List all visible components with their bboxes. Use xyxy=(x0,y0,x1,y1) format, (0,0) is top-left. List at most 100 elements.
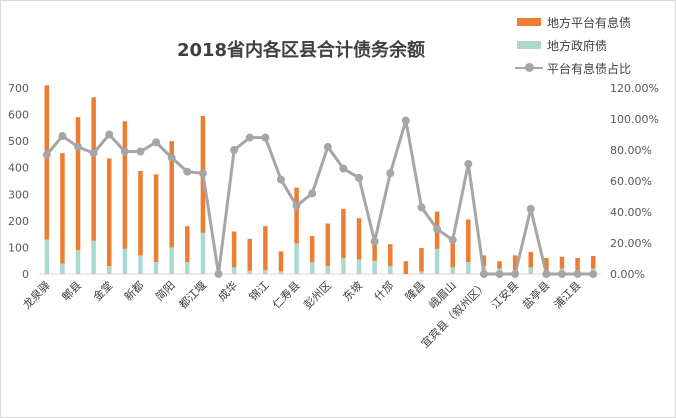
marker-platform-ratio xyxy=(401,116,410,125)
marker-platform-ratio xyxy=(105,130,114,139)
bar-platform-debt xyxy=(372,243,377,261)
bar-platform-debt xyxy=(185,226,190,263)
bar-platform-debt xyxy=(544,258,549,272)
y-right-tick-label: 120.00% xyxy=(610,82,659,95)
legend-label: 平台有息债占比 xyxy=(547,62,632,76)
bar-platform-debt xyxy=(481,255,487,267)
marker-platform-ratio xyxy=(42,150,51,159)
x-tick-label: 隆昌 xyxy=(402,278,427,303)
bar-government-debt xyxy=(341,258,346,274)
bar-government-debt xyxy=(528,267,533,274)
bar-platform-debt xyxy=(231,231,237,268)
marker-platform-ratio xyxy=(245,133,254,142)
marker-platform-ratio xyxy=(292,201,301,210)
y-left-tick-label: 0 xyxy=(22,268,29,281)
legend: 地方平台有息债 地方政府债 平台有息债占比 xyxy=(507,11,673,80)
y-left-tick-label: 600 xyxy=(8,109,29,122)
legend-item-government-debt: 地方政府债 xyxy=(507,34,673,57)
bar-government-debt xyxy=(325,266,331,274)
marker-platform-ratio xyxy=(136,147,145,156)
bar-government-debt xyxy=(91,240,96,274)
legend-item-platform-debt: 地方平台有息债 xyxy=(507,11,673,34)
y-right-tick-label: 40.00% xyxy=(610,206,652,219)
x-tick-label: 金堂 xyxy=(90,278,115,303)
bar-government-debt xyxy=(278,271,284,274)
bar-platform-debt xyxy=(309,236,315,263)
x-tick-label: 盐亭县 xyxy=(519,278,552,311)
y-left-tick-label: 700 xyxy=(8,82,29,95)
marker-platform-ratio xyxy=(167,153,176,162)
marker-platform-ratio xyxy=(448,235,457,244)
x-tick-label: 都江堰 xyxy=(177,279,210,312)
bar-platform-debt xyxy=(403,261,409,274)
bar-platform-debt xyxy=(278,251,284,272)
marker-platform-ratio xyxy=(261,133,270,142)
y-right-tick-label: 60.00% xyxy=(610,175,652,188)
bar-platform-debt xyxy=(466,219,471,263)
bar-platform-debt xyxy=(419,247,424,272)
marker-platform-ratio xyxy=(230,146,239,154)
bar-platform-debt xyxy=(497,261,502,269)
bar-platform-debt xyxy=(91,97,96,241)
legend-marker-platform-ratio xyxy=(525,63,534,72)
y-left-tick-label: 100 xyxy=(8,241,29,254)
bar-platform-debt xyxy=(325,223,331,267)
marker-platform-ratio xyxy=(557,270,566,278)
marker-platform-ratio xyxy=(74,142,83,151)
bar-platform-debt xyxy=(122,121,128,249)
bar-platform-debt xyxy=(575,258,580,271)
x-tick-label: 龙泉驿 xyxy=(20,278,53,311)
marker-platform-ratio xyxy=(276,175,285,184)
marker-platform-ratio xyxy=(386,169,395,178)
bar-government-debt xyxy=(153,262,159,274)
bar-platform-debt xyxy=(138,170,143,256)
bar-government-debt xyxy=(231,267,237,274)
x-tick-label: 仁寿县 xyxy=(269,278,302,311)
marker-platform-ratio xyxy=(589,270,598,278)
marker-platform-ratio xyxy=(511,270,520,278)
bar-government-debt xyxy=(60,263,65,274)
bar-platform-debt xyxy=(356,218,362,260)
legend-label: 地方平台有息债 xyxy=(547,16,632,30)
y-right-tick-label: 100.00% xyxy=(610,113,659,126)
bar-platform-debt xyxy=(512,255,518,271)
bar-government-debt xyxy=(388,266,393,274)
bar-platform-debt xyxy=(341,208,346,259)
bar-government-debt xyxy=(200,232,206,274)
bar-government-debt xyxy=(185,262,190,274)
bar-government-debt xyxy=(75,250,81,274)
x-tick-label: 江安县 xyxy=(488,278,521,311)
bar-government-debt xyxy=(138,255,143,274)
bar-government-debt xyxy=(263,270,268,274)
marker-platform-ratio xyxy=(542,270,551,278)
bar-government-debt xyxy=(372,260,377,274)
x-tick-label: 锦江 xyxy=(246,278,271,303)
chart-title: 2018省内各区县合计债务余额 xyxy=(176,40,426,61)
bar-government-debt xyxy=(107,266,112,274)
marker-platform-ratio xyxy=(573,270,582,278)
bar-government-debt xyxy=(122,248,128,274)
bar-platform-debt xyxy=(528,251,533,268)
y-left-tick-label: 200 xyxy=(8,215,29,228)
y-right-tick-label: 20.00% xyxy=(610,237,652,250)
bar-government-debt xyxy=(309,262,315,274)
marker-platform-ratio xyxy=(198,169,207,178)
marker-platform-ratio xyxy=(495,270,504,278)
legend-item-platform-ratio: 平台有息债占比 xyxy=(507,57,673,80)
marker-platform-ratio xyxy=(308,189,317,198)
marker-platform-ratio xyxy=(214,270,223,278)
marker-platform-ratio xyxy=(152,138,161,147)
x-tick-label: 浦江县 xyxy=(551,279,584,312)
x-tick-label: 成华 xyxy=(215,278,240,303)
x-tick-label: 东坡 xyxy=(340,279,365,304)
legend-swatch-platform-debt xyxy=(517,18,541,26)
y-left-tick-label: 500 xyxy=(8,135,29,148)
bar-platform-debt xyxy=(44,85,50,240)
marker-platform-ratio xyxy=(339,164,348,173)
x-tick-label: 新都 xyxy=(121,278,146,303)
y-right-tick-label: 0.00% xyxy=(610,268,645,281)
marker-platform-ratio xyxy=(183,167,192,176)
marker-platform-ratio xyxy=(120,147,129,156)
bar-government-debt xyxy=(247,270,252,274)
